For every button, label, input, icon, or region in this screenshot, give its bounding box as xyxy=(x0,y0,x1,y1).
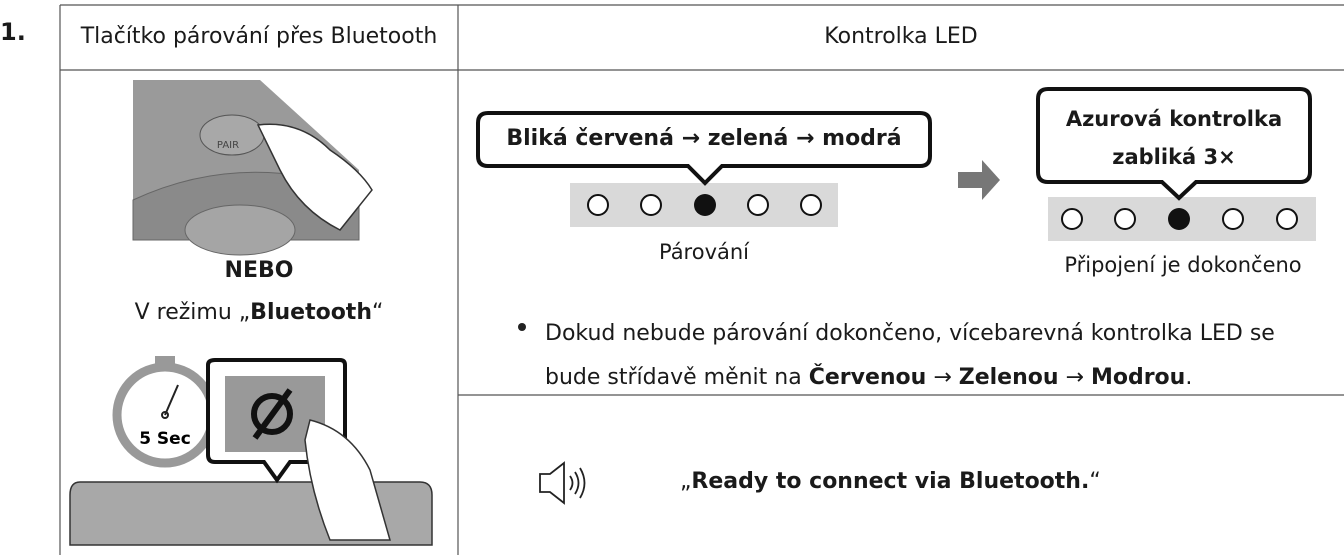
arrow-icon xyxy=(958,160,1000,200)
text: → xyxy=(926,365,959,390)
text: Dokud nebude párování dokončeno, vícebar… xyxy=(545,321,1275,390)
text-bold: Modrou xyxy=(1090,365,1186,390)
step-number: 1. xyxy=(0,18,26,46)
text: . xyxy=(1185,365,1193,390)
timer-label: 5 Sec xyxy=(139,429,191,449)
bullet xyxy=(518,323,526,331)
text-bold: Ready to connect via Bluetooth. xyxy=(691,469,1090,494)
text: “ xyxy=(372,300,384,325)
led-pairing xyxy=(476,111,932,227)
text: zabliká 3× xyxy=(1112,145,1236,169)
pair-label: PAIR xyxy=(217,140,239,151)
callout-pairing: Bliká červená → zelená → modrá xyxy=(506,126,902,151)
note-text: Dokud nebude párování dokončeno, vícebar… xyxy=(545,312,1325,400)
soundbar-illustration xyxy=(69,358,433,546)
text-bold: Zelenou xyxy=(958,365,1059,390)
text: Azurová kontrolka xyxy=(1065,107,1283,131)
callout-connected: Azurová kontrolka zabliká 3× xyxy=(1038,100,1310,176)
label-connected: Připojení je dokončeno xyxy=(1064,253,1302,277)
text-bold: Červenou xyxy=(808,365,927,390)
text: “ xyxy=(1089,469,1101,494)
mode-text: V režimu „Bluetooth“ xyxy=(60,300,458,325)
speaker-icon xyxy=(539,461,586,505)
pair-button-illustration xyxy=(132,80,373,256)
text: V režimu „ xyxy=(134,300,251,325)
header-right: Kontrolka LED xyxy=(824,24,978,49)
or-label: NEBO xyxy=(224,258,294,283)
text: „ xyxy=(680,469,692,494)
voice-text: „Ready to connect via Bluetooth.“ xyxy=(680,469,1101,494)
label-pairing: Párování xyxy=(658,240,750,264)
timer-icon xyxy=(112,356,218,468)
led-connected xyxy=(1036,87,1316,241)
text-bold: Bluetooth xyxy=(250,300,372,325)
text: → xyxy=(1058,365,1091,390)
header-left: Tlačítko párování přes Bluetooth xyxy=(80,24,438,49)
table-lines xyxy=(59,4,1344,555)
